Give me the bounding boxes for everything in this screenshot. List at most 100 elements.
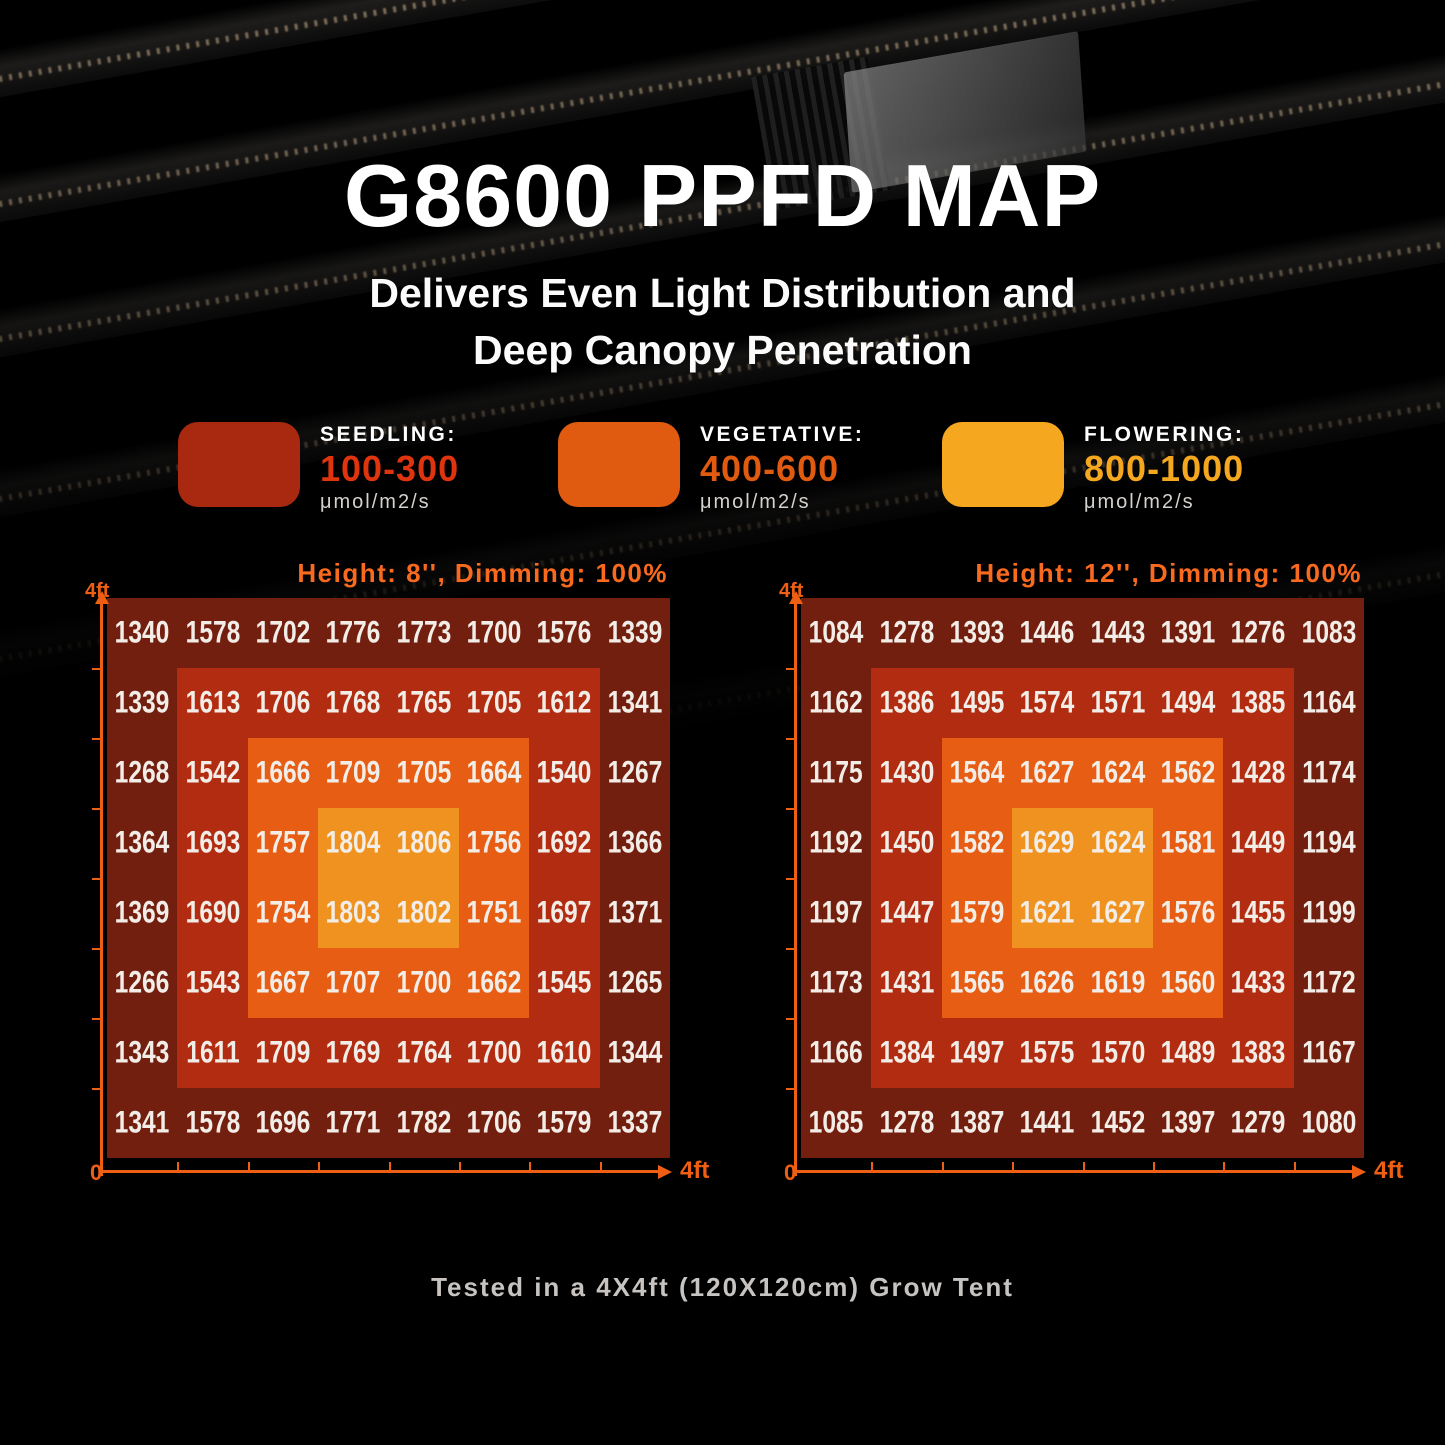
y-tick [92, 668, 100, 670]
ppfd-value: 1612 [537, 684, 592, 720]
ppfd-value: 1771 [325, 1104, 381, 1140]
ppfd-value: 1383 [1231, 1034, 1286, 1070]
y-tick [92, 948, 100, 950]
ppfd-value: 1562 [1160, 754, 1216, 790]
ppfd-value: 1579 [949, 894, 1005, 930]
ppfd-value: 1265 [607, 964, 663, 1000]
ppfd-value: 1662 [466, 964, 522, 1000]
x-tick [1152, 1162, 1155, 1170]
ppfd-value: 1709 [325, 754, 381, 790]
ppfd-value: 1447 [879, 894, 934, 930]
ppfd-value: 1756 [466, 824, 522, 860]
ppfd-value: 1754 [255, 894, 311, 930]
ppfd-value: 1802 [396, 894, 452, 930]
ppfd-value: 1175 [809, 754, 863, 790]
ppfd-value: 1624 [1090, 824, 1146, 860]
x-tick [458, 1162, 461, 1170]
ppfd-value: 1776 [325, 614, 381, 650]
ppfd-value: 1339 [607, 614, 663, 650]
ppfd-value: 1441 [1019, 1104, 1075, 1140]
x-axis [100, 1164, 672, 1179]
y-axis-arrow-icon [788, 591, 803, 604]
ppfd-value: 1443 [1090, 614, 1146, 650]
ppfd-value: 1803 [325, 894, 381, 930]
ppfd-value: 1266 [114, 964, 170, 1000]
ppfd-value: 1384 [879, 1034, 934, 1070]
ppfd-value: 1709 [255, 1034, 311, 1070]
y-axis-max-label: 4ft [779, 580, 804, 602]
test-conditions-caption: Tested in a 4X4ft (120X120cm) Grow Tent [431, 1272, 1014, 1302]
y-tick [92, 1018, 100, 1020]
x-tick [1012, 1162, 1015, 1170]
ppfd-value: 1706 [466, 1104, 522, 1140]
ppfd-value: 1494 [1160, 684, 1216, 720]
y-tick [786, 808, 794, 810]
ppfd-value: 1337 [607, 1104, 663, 1140]
ppfd-value: 1278 [879, 1104, 934, 1140]
x-tick [599, 1162, 602, 1170]
ppfd-value: 1084 [808, 614, 864, 650]
ppfd-value: 1564 [949, 754, 1005, 790]
ppfd-value: 1174 [1302, 754, 1356, 790]
legend-label: SEEDLING: [320, 423, 457, 446]
ppfd-value: 1575 [1019, 1034, 1075, 1070]
ppfd-value: 1267 [607, 754, 663, 790]
x-tick [247, 1162, 250, 1170]
legend-text: VEGETATIVE: 400-600 μmol/m2/s [700, 422, 864, 514]
ppfd-value: 1667 [255, 964, 311, 1000]
ppfd-value: 1430 [879, 754, 934, 790]
x-tick [871, 1162, 874, 1170]
ppfd-value: 1386 [879, 684, 934, 720]
page-subtitle: Delivers Even Light Distribution and Dee… [0, 265, 1445, 379]
ppfd-value: 1782 [396, 1104, 452, 1140]
legend-range: 100-300 [320, 448, 460, 489]
ppfd-value: 1083 [1301, 614, 1357, 650]
legend-item-seedling: SEEDLING: 100-300 μmol/m2/s [178, 422, 459, 514]
y-tick [786, 668, 794, 670]
ppfd-value: 1199 [1302, 894, 1356, 930]
ppfd-value: 1582 [949, 824, 1005, 860]
legend-range: 400-600 [700, 448, 840, 489]
y-axis-ticks [92, 598, 100, 1158]
ppfd-value: 1705 [466, 684, 522, 720]
ppfd-chart-8in: Height: 8'', Dimming: 100% 1340 1578 1702 1… [85, 558, 709, 1185]
zone-center [318, 808, 459, 948]
legend-unit: μmol/m2/s [700, 491, 811, 513]
y-tick [92, 738, 100, 740]
ppfd-value: 1489 [1160, 1034, 1216, 1070]
ppfd-value: 1385 [1231, 684, 1286, 720]
x-axis-arrow-icon [1352, 1164, 1366, 1179]
ppfd-value: 1366 [607, 824, 663, 860]
ppfd-value: 1757 [255, 824, 311, 860]
ppfd-value: 1391 [1160, 614, 1216, 650]
ppfd-value: 1341 [607, 684, 663, 720]
legend-text: SEEDLING: 100-300 μmol/m2/s [320, 422, 459, 514]
legend-label: FLOWERING: [1084, 423, 1245, 446]
ppfd-value: 1172 [1302, 964, 1356, 1000]
y-tick [786, 948, 794, 950]
ppfd-value: 1428 [1231, 754, 1286, 790]
ppfd-value: 1279 [1231, 1104, 1286, 1140]
ppfd-value: 1764 [396, 1034, 452, 1070]
ppfd-value: 1543 [185, 964, 240, 1000]
ppfd-value: 1769 [325, 1034, 381, 1070]
ppfd-value: 1455 [1231, 894, 1286, 930]
legend-range: 800-1000 [1084, 448, 1245, 489]
ppfd-value: 1166 [809, 1034, 863, 1070]
ppfd-value: 1495 [949, 684, 1005, 720]
heatmap-plot: 1084 1278 1393 1446 1443 1391 1276 1083 1162 1386… [779, 580, 1403, 1185]
ppfd-value: 1581 [1160, 824, 1216, 860]
heatmap-plot: 1340 1578 1702 1776 1773 1700 1576 1339 1339 1613… [85, 580, 709, 1185]
ppfd-value: 1700 [466, 1034, 522, 1070]
legend-text: FLOWERING: 800-1000 μmol/m2/s [1084, 422, 1244, 514]
chart-title: Height: 8'', Dimming: 100% [297, 558, 668, 588]
ppfd-value: 1393 [949, 614, 1005, 650]
x-axis-max-label: 4ft [1374, 1157, 1404, 1184]
legend: SEEDLING: 100-300 μmol/m2/s VEGETATIVE: … [0, 422, 1445, 514]
ppfd-value: 1173 [809, 964, 863, 1000]
subtitle-line-1: Delivers Even Light Distribution and [369, 270, 1076, 316]
x-tick [941, 1162, 944, 1170]
ppfd-value: 1613 [185, 684, 240, 720]
chart-title: Height: 12'', Dimming: 100% [975, 558, 1362, 588]
zone-center [1012, 808, 1153, 948]
